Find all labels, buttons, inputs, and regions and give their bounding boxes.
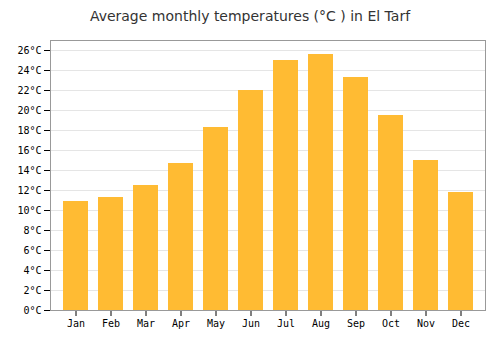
svg-text:Feb: Feb bbox=[102, 318, 120, 329]
svg-text:Nov: Nov bbox=[417, 318, 435, 329]
svg-text:16°C: 16°C bbox=[17, 145, 41, 156]
svg-text:10°C: 10°C bbox=[17, 205, 41, 216]
svg-text:Sep: Sep bbox=[347, 318, 365, 329]
svg-text:Mar: Mar bbox=[137, 318, 155, 329]
svg-text:26°C: 26°C bbox=[17, 45, 41, 56]
svg-text:18°C: 18°C bbox=[17, 125, 41, 136]
svg-text:2°C: 2°C bbox=[23, 285, 41, 296]
svg-text:May: May bbox=[207, 318, 225, 329]
svg-text:0°C: 0°C bbox=[23, 305, 41, 316]
svg-text:24°C: 24°C bbox=[17, 65, 41, 76]
svg-text:Jan: Jan bbox=[67, 318, 85, 329]
svg-text:14°C: 14°C bbox=[17, 165, 41, 176]
svg-text:Apr: Apr bbox=[172, 318, 190, 329]
svg-text:Aug: Aug bbox=[312, 318, 330, 329]
svg-text:12°C: 12°C bbox=[17, 185, 41, 196]
svg-text:22°C: 22°C bbox=[17, 85, 41, 96]
svg-text:4°C: 4°C bbox=[23, 265, 41, 276]
html-text:Average monthly temperatures (: Average monthly temperatures (°C ) in El… bbox=[89, 8, 411, 24]
svg-text:Jul: Jul bbox=[277, 318, 295, 329]
svg-text:20°C: 20°C bbox=[17, 105, 41, 116]
svg-text:Oct: Oct bbox=[382, 318, 400, 329]
svg-text:6°C: 6°C bbox=[23, 245, 41, 256]
svg-text:8°C: 8°C bbox=[23, 225, 41, 236]
svg-text:Jun: Jun bbox=[242, 318, 260, 329]
svg-text:Dec: Dec bbox=[452, 318, 470, 329]
